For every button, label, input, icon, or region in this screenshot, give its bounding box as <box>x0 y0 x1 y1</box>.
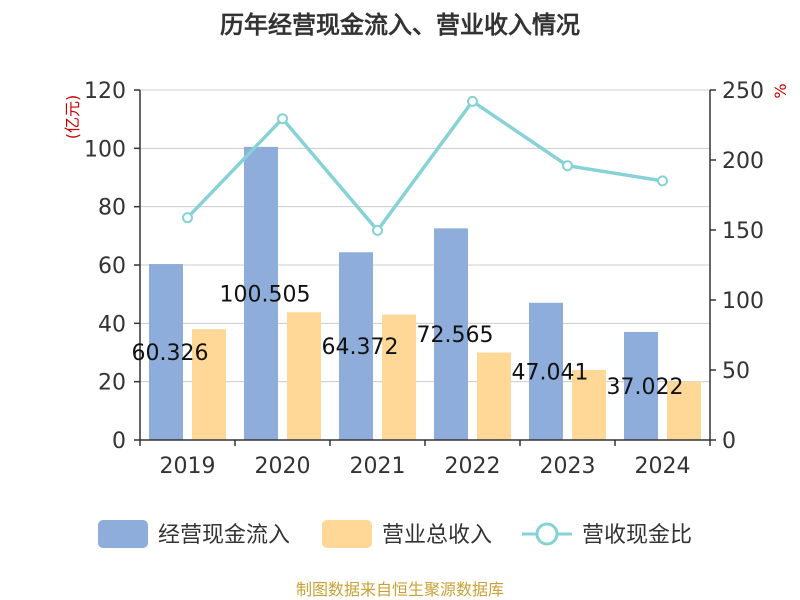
legend-marker-ratio <box>535 522 559 546</box>
right-tick-label: 0 <box>722 429 736 454</box>
data-labels: 60.326 100.505 64.372 72.565 47.041 37.022 <box>132 282 684 400</box>
x-tick-label: 2020 <box>255 454 311 479</box>
ratio-line <box>182 95 668 236</box>
left-tick-label: 0 <box>112 429 126 454</box>
x-tick-label: 2022 <box>445 454 501 479</box>
ratio-point <box>182 212 193 224</box>
data-label-cash-inflow: 64.372 <box>322 335 399 360</box>
legend-label-revenue: 营业总收入 <box>382 523 492 548</box>
gridlines <box>140 89 710 383</box>
bar-cash-inflow <box>339 252 373 440</box>
chart-title: 历年经营现金流入、营业收入情况 <box>220 11 580 39</box>
bar-revenue <box>667 381 701 440</box>
left-axis-unit: (亿元) <box>63 95 82 140</box>
bar-cash-inflow <box>434 228 468 440</box>
left-tick-label: 120 <box>84 79 126 104</box>
bar-revenue <box>477 352 511 440</box>
left-tick-label: 80 <box>98 196 126 221</box>
data-label-cash-inflow: 47.041 <box>512 360 589 385</box>
ratio-point <box>372 224 383 236</box>
data-label-cash-inflow: 72.565 <box>417 323 494 348</box>
bar-revenue <box>572 370 606 440</box>
left-tick-label: 40 <box>98 312 126 337</box>
right-axis-unit: % <box>771 83 790 98</box>
left-tick-label: 60 <box>98 254 126 279</box>
bar-cash-inflow <box>529 302 563 440</box>
x-tick-label: 2024 <box>635 454 691 479</box>
axes <box>134 89 716 446</box>
legend-swatch-revenue <box>322 520 372 548</box>
right-tick-label: 100 <box>722 289 764 314</box>
bar-revenue <box>382 314 416 440</box>
data-label-cash-inflow: 37.022 <box>607 375 684 400</box>
ratio-point <box>562 160 573 172</box>
bar-cash-inflow <box>149 264 183 440</box>
x-tick-label: 2021 <box>350 454 406 479</box>
bars <box>149 146 701 440</box>
source-note: 制图数据来自恒生聚源数据库 <box>296 580 504 599</box>
legend-label-ratio: 营收现金比 <box>582 523 692 548</box>
ratio-point <box>277 113 288 125</box>
ratio-line-path <box>186 98 663 234</box>
right-tick-label: 150 <box>722 219 764 244</box>
bar-revenue <box>287 312 321 440</box>
bar-cash-inflow <box>244 146 278 440</box>
right-tick-label: 200 <box>722 149 764 174</box>
ratio-point <box>467 95 478 107</box>
left-tick-label: 20 <box>98 371 126 396</box>
bar-cash-inflow <box>624 332 658 440</box>
right-tick-label: 50 <box>722 359 750 384</box>
legend: 经营现金流入 营业总收入 营收现金比 <box>98 520 692 548</box>
legend-label-cash-inflow: 经营现金流入 <box>158 523 290 548</box>
data-label-cash-inflow: 100.505 <box>220 282 311 307</box>
tick-labels: 0 20 40 60 80 100 120 0 50 100 150 200 250 2019 2020 20… <box>84 79 764 479</box>
legend-swatch-cash-inflow <box>98 520 148 548</box>
data-label-cash-inflow: 60.326 <box>132 341 209 366</box>
x-tick-label: 2019 <box>160 454 216 479</box>
left-tick-label: 100 <box>84 137 126 162</box>
x-tick-label: 2023 <box>540 454 596 479</box>
ratio-point <box>657 175 668 187</box>
bar-revenue <box>192 329 226 440</box>
right-tick-label: 250 <box>722 79 764 104</box>
